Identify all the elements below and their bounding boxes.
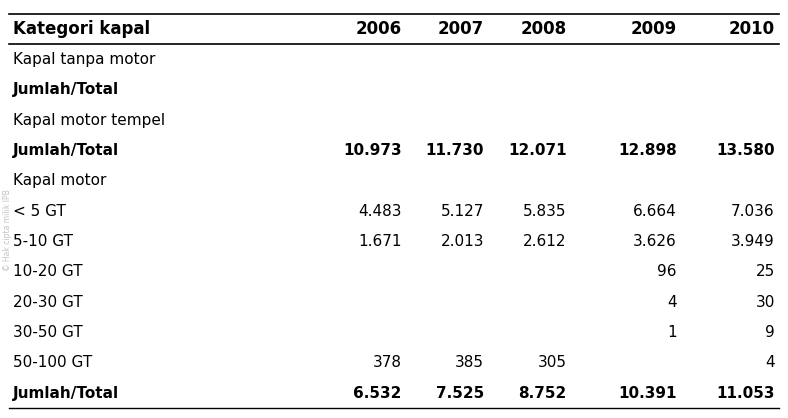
Text: 305: 305	[537, 355, 567, 370]
Text: 5-10 GT: 5-10 GT	[13, 234, 73, 249]
Text: 50-100 GT: 50-100 GT	[13, 355, 92, 370]
Text: 5.835: 5.835	[523, 204, 567, 219]
Text: 2006: 2006	[355, 20, 402, 38]
Text: 4.483: 4.483	[359, 204, 402, 219]
Text: 9: 9	[765, 325, 775, 340]
Text: 12.898: 12.898	[618, 143, 677, 158]
Text: 10-20 GT: 10-20 GT	[13, 264, 83, 279]
Text: 20-30 GT: 20-30 GT	[13, 295, 83, 310]
Text: < 5 GT: < 5 GT	[13, 204, 66, 219]
Text: 2008: 2008	[521, 20, 567, 38]
Text: 8.752: 8.752	[519, 386, 567, 400]
Text: 3.626: 3.626	[633, 234, 677, 249]
Text: 1: 1	[667, 325, 677, 340]
Text: 11.053: 11.053	[716, 386, 775, 400]
Text: Kapal tanpa motor: Kapal tanpa motor	[13, 52, 155, 67]
Text: 2007: 2007	[438, 20, 485, 38]
Text: 2.013: 2.013	[440, 234, 485, 249]
Text: 7.525: 7.525	[436, 386, 485, 400]
Text: Kategori kapal: Kategori kapal	[13, 20, 151, 38]
Text: 7.036: 7.036	[731, 204, 775, 219]
Text: 13.580: 13.580	[716, 143, 775, 158]
Text: 6.532: 6.532	[354, 386, 402, 400]
Text: 385: 385	[455, 355, 485, 370]
Text: Jumlah/Total: Jumlah/Total	[13, 82, 119, 97]
Text: 3.949: 3.949	[731, 234, 775, 249]
Text: 25: 25	[756, 264, 775, 279]
Text: 12.071: 12.071	[508, 143, 567, 158]
Text: 2.612: 2.612	[523, 234, 567, 249]
Text: 4: 4	[667, 295, 677, 310]
Text: 6.664: 6.664	[633, 204, 677, 219]
Text: 1.671: 1.671	[359, 234, 402, 249]
Text: 30: 30	[756, 295, 775, 310]
Text: © Hak cipta milik IPB: © Hak cipta milik IPB	[3, 189, 12, 270]
Text: Jumlah/Total: Jumlah/Total	[13, 143, 119, 158]
Text: 2009: 2009	[630, 20, 677, 38]
Text: 30-50 GT: 30-50 GT	[13, 325, 83, 340]
Text: 2010: 2010	[729, 20, 775, 38]
Text: 378: 378	[373, 355, 402, 370]
Text: Jumlah/Total: Jumlah/Total	[13, 386, 119, 400]
Text: 10.391: 10.391	[618, 386, 677, 400]
Text: Kapal motor tempel: Kapal motor tempel	[13, 112, 165, 127]
Text: 4: 4	[765, 355, 775, 370]
Text: 5.127: 5.127	[441, 204, 485, 219]
Text: 96: 96	[657, 264, 677, 279]
Text: 11.730: 11.730	[426, 143, 485, 158]
Text: Kapal motor: Kapal motor	[13, 173, 106, 188]
Text: 10.973: 10.973	[344, 143, 402, 158]
